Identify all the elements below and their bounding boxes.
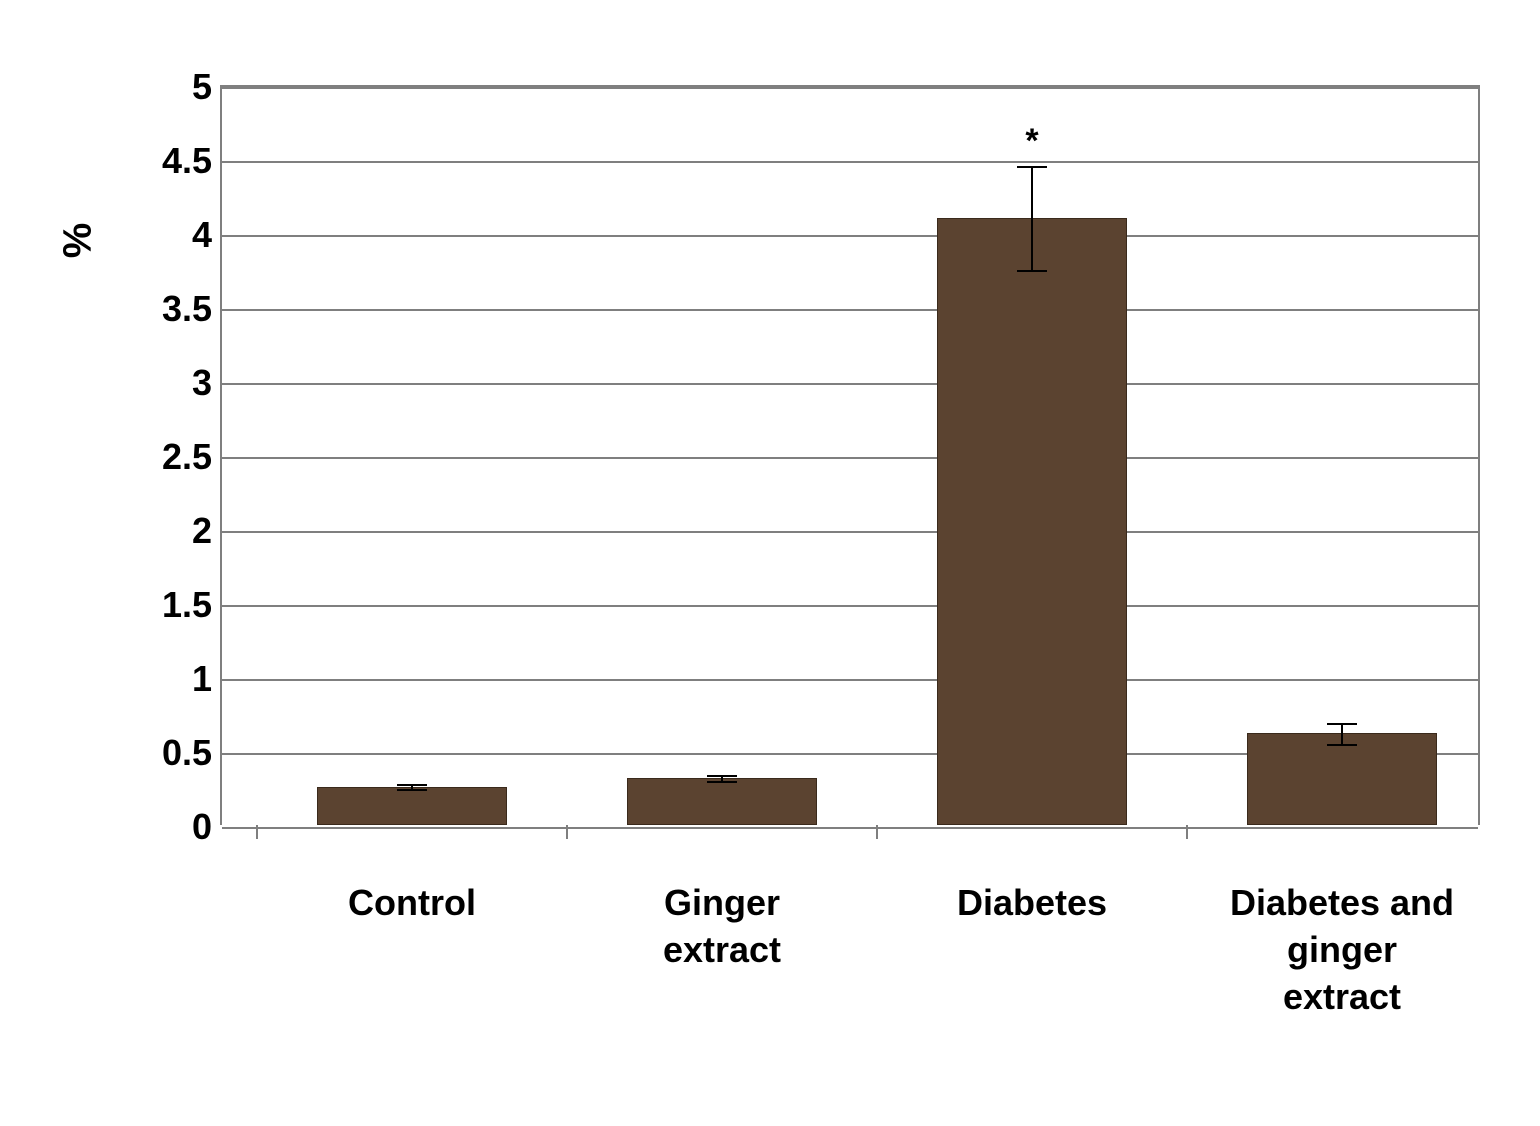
x-category-label: Diabetes bbox=[872, 880, 1192, 927]
error-cap bbox=[707, 775, 737, 777]
x-category-label: Control bbox=[252, 880, 572, 927]
ytick-label: 1.5 bbox=[162, 584, 212, 626]
ytick-label: 4.5 bbox=[162, 140, 212, 182]
bar bbox=[1247, 733, 1437, 825]
gridline bbox=[222, 827, 1478, 829]
xtick-mark bbox=[566, 825, 568, 839]
error-bar bbox=[1031, 166, 1033, 270]
error-cap bbox=[707, 781, 737, 783]
ytick-label: 2.5 bbox=[162, 436, 212, 478]
ytick-label: 4 bbox=[192, 214, 212, 256]
ytick-label: 0 bbox=[192, 806, 212, 848]
ytick-label: 3.5 bbox=[162, 288, 212, 330]
significance-marker: * bbox=[1025, 122, 1038, 161]
ytick-label: 3 bbox=[192, 362, 212, 404]
error-bar bbox=[1341, 723, 1343, 744]
ytick-label: 1 bbox=[192, 658, 212, 700]
plot-area: 00.511.522.533.544.55ControlGinger extra… bbox=[220, 85, 1480, 825]
xtick-mark bbox=[876, 825, 878, 839]
bar-slot: * bbox=[937, 85, 1127, 825]
error-cap bbox=[1327, 723, 1357, 725]
bar bbox=[937, 218, 1127, 825]
xtick-mark bbox=[1186, 825, 1188, 839]
bar bbox=[317, 787, 507, 825]
xtick-mark bbox=[256, 825, 258, 839]
bar bbox=[627, 778, 817, 825]
x-category-label: Ginger extract bbox=[562, 880, 882, 974]
error-cap bbox=[397, 784, 427, 786]
y-axis-label: % bbox=[55, 223, 100, 259]
bar-slot bbox=[1247, 85, 1437, 825]
ytick-label: 2 bbox=[192, 510, 212, 552]
error-cap bbox=[397, 789, 427, 791]
ytick-label: 0.5 bbox=[162, 732, 212, 774]
x-category-label: Diabetes and ginger extract bbox=[1182, 880, 1502, 1020]
bar-slot bbox=[627, 85, 817, 825]
error-cap bbox=[1017, 166, 1047, 168]
bar-slot bbox=[317, 85, 507, 825]
error-cap bbox=[1017, 270, 1047, 272]
bar-chart: 0 0.5 1 1.5 2 2.5 3 3.5 4 4.5 5 ControlGinger extra… bbox=[0, 0, 1540, 1126]
ytick-label: 5 bbox=[192, 66, 212, 108]
error-cap bbox=[1327, 744, 1357, 746]
